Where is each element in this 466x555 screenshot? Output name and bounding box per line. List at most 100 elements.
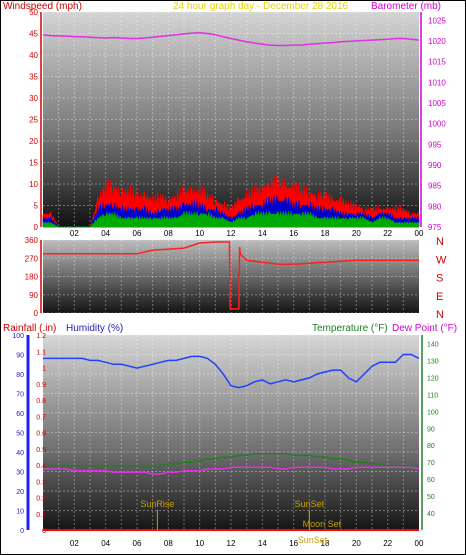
bottom-hour-tick-label: 14 (258, 539, 267, 548)
humidity-tick-label: 0 (20, 528, 24, 535)
temperature-line (43, 452, 419, 467)
top-hour-tick-label: 22 (383, 229, 392, 238)
bottom-hour-tick-label: 20 (352, 539, 361, 548)
barometer-tick-label: 1015 (428, 58, 446, 67)
humidity-tick-label: 50 (16, 431, 24, 438)
top-hour-tick-label: 04 (101, 229, 110, 238)
temperature-tick-label: 130 (427, 358, 439, 365)
rainfall-tick-label: 0.3 (36, 479, 46, 486)
direction-tick-label: 270 (25, 254, 39, 263)
temperature-tick-label: 70 (427, 460, 435, 467)
barometer-line (42, 31, 420, 47)
windspeed-min-area (42, 210, 420, 228)
rainfall-tick-label: 0.4 (36, 463, 46, 470)
dewpoint-axis-title: Dew Point (°F) (392, 323, 457, 334)
bottom-hour-tick-label: 00 (415, 539, 424, 548)
event-label: Moon Set (303, 519, 342, 529)
direction-tick-label: 0 (34, 309, 39, 318)
temperature-tick-label: 60 (427, 477, 435, 484)
rainfall-tick-label: 0.2 (36, 496, 46, 503)
top-hour-tick-label: 00 (415, 229, 424, 238)
top-hour-tick-label: 16 (289, 229, 298, 238)
windspeed-tick-label: 0 (34, 223, 39, 232)
temperature-tick-label: 90 (427, 426, 435, 433)
temperature-tick-label: 100 (427, 409, 439, 416)
barometer-tick-label: 980 (428, 202, 442, 211)
barometer-tick-label: 1020 (428, 37, 446, 46)
humidity-axis-title: Humidity (%) (66, 323, 123, 334)
windspeed-tick-label: 25 (29, 116, 38, 125)
rainfall-tick-label: 0.7 (36, 414, 46, 421)
bottom-hour-tick-label: 16 (289, 539, 298, 548)
bottom-plot-area (43, 335, 419, 530)
rainfall-tick-label: 0.1 (36, 512, 46, 519)
temperature-tick-label: 120 (427, 375, 439, 382)
temperature-tick-label: 40 (427, 511, 435, 518)
compass-label: N (436, 236, 444, 248)
bottom-hour-tick-label: 10 (195, 539, 204, 548)
humidity-tick-label: 90 (16, 353, 24, 360)
rainfall-tick-label: 0.6 (36, 431, 46, 438)
bottom-hour-tick-label: 12 (227, 539, 236, 548)
barometer-tick-label: 985 (428, 182, 442, 191)
top-hour-tick-label: 08 (164, 229, 173, 238)
windspeed-tick-label: 50 (29, 8, 38, 17)
event-label: SunRise (140, 499, 174, 509)
chart-title: 24 hour graph day - December 28 2016 (173, 1, 349, 12)
temperature-axis-title: Temperature (°F) (312, 323, 388, 334)
dewpoint-line (43, 466, 420, 475)
top-hour-tick-label: 02 (70, 229, 79, 238)
bottom-hour-tick-label: 04 (101, 539, 110, 548)
barometer-tick-label: 1010 (428, 78, 446, 87)
rainfall-tick-label: 0 (42, 528, 46, 535)
temperature-tick-label: 110 (427, 392, 438, 399)
humidity-tick-label: 30 (16, 470, 24, 477)
windspeed-tick-label: 5 (34, 202, 39, 211)
humidity-tick-label: 10 (16, 509, 24, 516)
bottom-hour-tick-label: 18 (321, 539, 330, 548)
bottom-hour-tick-label: 08 (164, 539, 173, 548)
compass-label: N (436, 309, 444, 321)
event-label: SunSet (295, 499, 325, 509)
windspeed-tick-label: 30 (29, 94, 38, 103)
barometer-tick-label: 975 (428, 223, 442, 232)
bottom-hour-tick-label: 22 (383, 539, 392, 548)
rainfall-tick-label: 0.5 (36, 447, 46, 454)
rainfall-tick-label: 1.1 (36, 349, 46, 356)
direction-tick-label: 360 (25, 236, 39, 245)
windspeed-tick-label: 15 (29, 159, 38, 168)
humidity-tick-label: 70 (16, 392, 24, 399)
compass-label: E (436, 291, 443, 303)
windspeed-tick-label: 20 (29, 137, 38, 146)
barometer-tick-label: 1000 (428, 120, 446, 129)
direction-tick-label: 90 (29, 291, 38, 300)
temperature-tick-label: 140 (427, 341, 439, 348)
event-label: SunSet (298, 535, 328, 545)
top-hour-tick-label: 06 (133, 229, 142, 238)
bottom-hour-tick-label: 02 (70, 539, 79, 548)
rainfall-tick-label: 1.2 (36, 333, 46, 340)
barometer-tick-label: 995 (428, 140, 442, 149)
temperature-tick-label: 80 (427, 443, 435, 450)
bottom-hour-tick-label: 06 (133, 539, 142, 548)
wind-direction-line (43, 241, 419, 310)
windspeed-tick-label: 35 (29, 73, 38, 82)
humidity-tick-label: 100 (12, 333, 24, 340)
windspeed-tick-label: 40 (29, 51, 38, 60)
barometer-tick-label: 1025 (428, 16, 446, 25)
temperature-tick-label: 50 (427, 494, 435, 501)
top-hour-tick-label: 20 (352, 229, 361, 238)
direction-tick-label: 180 (25, 273, 39, 282)
top-hour-tick-label: 18 (321, 229, 330, 238)
compass-label: S (436, 273, 443, 285)
humidity-line (43, 353, 420, 389)
rainfall-tick-label: 1 (42, 366, 46, 373)
rainfall-tick-label: 0.9 (36, 382, 46, 389)
top-hour-tick-label: 12 (227, 229, 236, 238)
windspeed-axis-title: Windspeed (mph) (3, 1, 82, 12)
barometer-axis-title: Barometer (mb) (371, 1, 441, 12)
humidity-tick-label: 80 (16, 372, 24, 379)
humidity-tick-label: 60 (16, 411, 24, 418)
